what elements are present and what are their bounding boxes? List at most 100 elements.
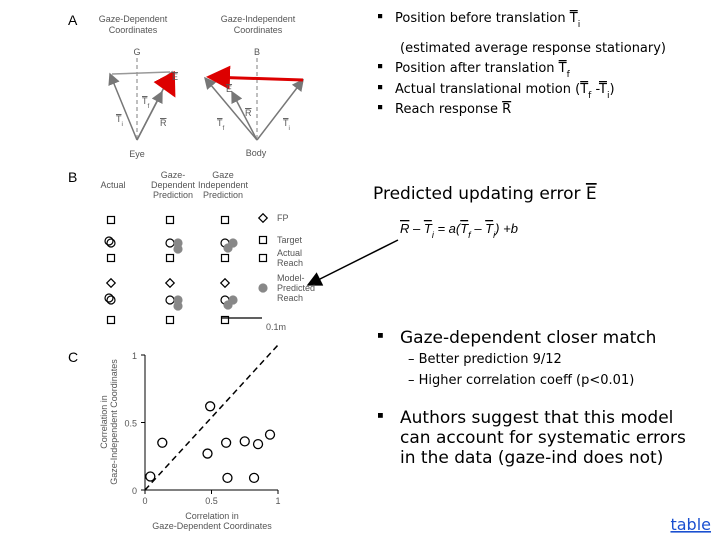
reach-marker	[106, 238, 116, 248]
scatter-point	[264, 429, 276, 440]
scatter-point	[239, 436, 250, 447]
bullet-text: Reach response R	[395, 102, 511, 117]
text-part: )	[609, 82, 614, 97]
panel-title: Gaze-Independent	[221, 14, 296, 24]
bullet-text: Position before translation Ti	[395, 11, 580, 30]
y-tick-label: 1	[132, 351, 137, 361]
bullet	[378, 64, 383, 69]
text-part: T	[116, 114, 122, 124]
vector-label: R	[160, 118, 167, 128]
heading: Predicted updating error E	[373, 184, 597, 204]
legend-label: FP	[277, 213, 289, 223]
text-part: R	[400, 221, 409, 236]
scatter-point	[248, 472, 260, 484]
panel-title: Gaze-Dependent	[99, 14, 168, 24]
text-part: i	[289, 125, 290, 132]
text-part: f	[148, 103, 150, 110]
legend-label: Reach	[277, 258, 303, 268]
text-part: E	[172, 72, 178, 82]
text-part: –	[409, 221, 423, 236]
column-header: Gaze-	[161, 170, 186, 180]
text-part: T	[485, 221, 494, 236]
panel-a-drawing	[108, 58, 304, 141]
table-link[interactable]: table	[670, 515, 711, 534]
panel-title: Coordinates	[109, 25, 158, 35]
reach-marker	[223, 300, 233, 310]
target-marker	[106, 253, 116, 263]
scatter-point	[205, 401, 216, 412]
panel-title: Coordinates	[234, 25, 283, 35]
scale-label: 0.1m	[266, 322, 286, 332]
vector-label: Tf	[217, 118, 225, 132]
text-part: T	[598, 82, 607, 97]
text-part: R	[160, 118, 167, 128]
text-part: T	[424, 221, 433, 236]
target-marker	[106, 315, 116, 325]
text-part: Position before translation	[395, 11, 570, 26]
text-part: = a(	[434, 221, 462, 236]
text-part: T	[217, 118, 223, 128]
reach-marker	[173, 244, 183, 254]
vector-label: Ti	[283, 118, 290, 132]
vector-label: E	[226, 84, 232, 94]
identity-line	[144, 344, 279, 491]
pointer-arrow	[306, 239, 399, 286]
target-marker	[165, 315, 175, 325]
fp-marker	[219, 277, 231, 289]
x-tick-label: 1	[275, 496, 280, 506]
scatter-point	[157, 437, 168, 448]
vector-label: Ti	[116, 114, 123, 128]
x-axis-label: Gaze-Dependent Coordinates	[152, 521, 272, 531]
text-part: T	[460, 221, 469, 236]
panel-label: C	[68, 349, 78, 365]
point-text: in the data (gaze-ind does not)	[400, 448, 663, 468]
point-text: can account for systematic errors	[400, 428, 686, 448]
reach-marker	[165, 238, 175, 248]
target-marker	[220, 315, 230, 325]
target-marker	[258, 253, 268, 263]
target-marker	[106, 215, 116, 225]
scatter-point	[145, 471, 156, 482]
y-axis-label: Correlation in	[99, 395, 109, 449]
reach-marker	[258, 283, 268, 293]
text-part: f	[567, 70, 571, 80]
text-part: f	[223, 125, 225, 132]
text-part: i	[493, 230, 496, 240]
scatter-point	[222, 472, 233, 484]
bullet	[378, 413, 383, 418]
text-part: T	[142, 96, 148, 106]
text-part: E	[226, 84, 232, 94]
x-tick-label: 0	[142, 496, 147, 506]
sub-point-text: – Better prediction 9/12	[408, 352, 562, 367]
panel-label: B	[68, 169, 77, 185]
target-marker	[220, 253, 230, 263]
text-part: R	[502, 102, 511, 117]
legend-label: Reach	[277, 293, 303, 303]
text-part: ) +b	[493, 221, 518, 236]
panel-b-drawing	[104, 212, 269, 325]
text-part: f	[588, 91, 592, 101]
reach-marker	[223, 243, 233, 253]
vector-label: R	[245, 108, 252, 118]
legend-label: Actual	[277, 248, 302, 258]
target-marker	[165, 253, 175, 263]
bullet	[378, 105, 383, 110]
origin-label: Eye	[129, 149, 145, 159]
bullet	[378, 14, 383, 19]
reach-marker	[104, 236, 114, 246]
text-part: T	[569, 11, 578, 26]
bullet	[378, 85, 383, 90]
reach-marker	[173, 301, 183, 311]
bullet	[378, 333, 383, 338]
scatter-point	[252, 438, 264, 450]
text-part: T	[283, 118, 289, 128]
text-part: Position after translation	[395, 61, 559, 76]
legend-label: Model-	[277, 273, 305, 283]
target-marker	[258, 235, 268, 245]
bullet-text: Actual translational motion (Tf -Ti)	[395, 82, 615, 101]
ref-label: G	[133, 47, 140, 57]
text-part: T	[558, 61, 567, 76]
text-part: f	[468, 230, 472, 240]
text-part: R	[245, 108, 252, 118]
equation: R – Ti = a(Tf – Ti) +b	[400, 221, 518, 240]
